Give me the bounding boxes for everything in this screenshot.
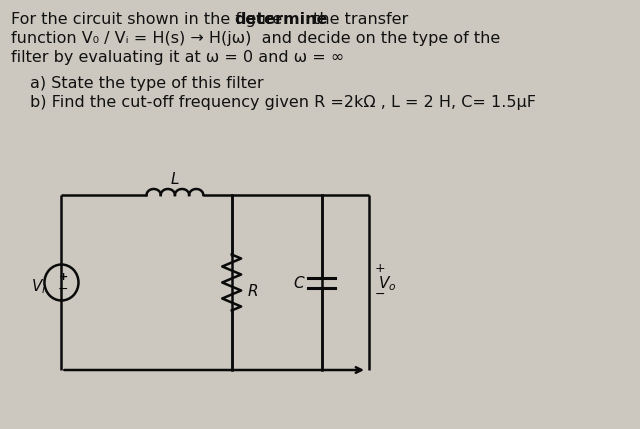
Text: determine: determine [234,12,328,27]
Text: $L$: $L$ [170,171,180,187]
Text: −: − [58,283,68,296]
Text: $V_o$: $V_o$ [378,274,397,293]
Text: For the circuit shown in the figure: For the circuit shown in the figure [12,12,288,27]
Text: $V_i$: $V_i$ [31,277,47,296]
Text: b) Find the cut-off frequency given R =2kΩ , L = 2 H, C= 1.5μF: b) Find the cut-off frequency given R =2… [30,95,536,110]
Text: $C$: $C$ [292,275,305,290]
Text: +: + [59,272,68,281]
Text: a) State the type of this filter: a) State the type of this filter [30,76,264,91]
Text: −: − [374,288,385,301]
Text: filter by evaluating it at ω = 0 and ω = ∞: filter by evaluating it at ω = 0 and ω =… [12,50,344,65]
Text: the transfer: the transfer [308,12,408,27]
Text: +: + [374,262,385,275]
Text: function V₀ / Vᵢ = H(s) → H(jω)  and decide on the type of the: function V₀ / Vᵢ = H(s) → H(jω) and deci… [12,31,500,46]
Text: $R$: $R$ [247,283,258,299]
